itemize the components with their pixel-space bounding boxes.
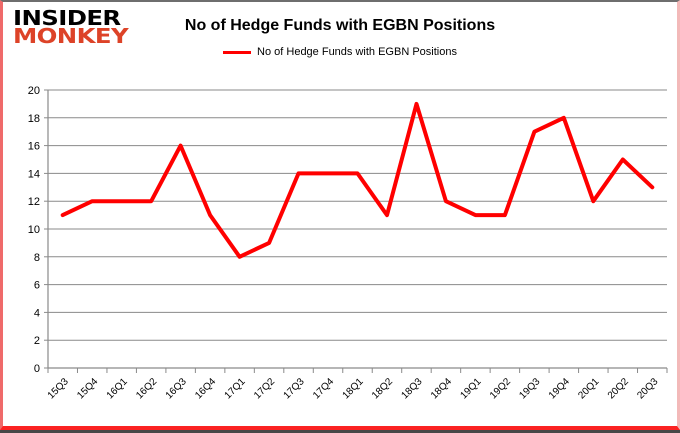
y-axis-label: 4: [34, 307, 40, 319]
x-axis-label: 17Q2: [252, 376, 277, 401]
logo-monkey-text: MONKEY: [13, 24, 129, 49]
y-axis-label: 18: [28, 113, 40, 125]
y-axis-label: 16: [28, 141, 40, 153]
x-axis-label: 16Q3: [164, 376, 189, 401]
x-axis-label: 19Q4: [547, 376, 572, 401]
x-axis-label: 19Q1: [458, 376, 483, 401]
x-axis-label: 19Q3: [517, 376, 542, 401]
legend-label: No of Hedge Funds with EGBN Positions: [257, 46, 457, 58]
y-axis-label: 8: [34, 252, 40, 264]
y-axis-label: 6: [34, 280, 40, 292]
x-axis-label: 15Q4: [75, 376, 100, 401]
x-axis-label: 18Q4: [429, 376, 454, 401]
x-axis-label: 15Q3: [46, 376, 71, 401]
insider-monkey-logo: INSIDER MONKEY: [13, 8, 129, 47]
x-axis-label: 18Q3: [399, 376, 424, 401]
legend-line-swatch: [223, 50, 252, 54]
y-axis-label: 2: [34, 335, 40, 347]
x-axis-label: 20Q1: [576, 376, 601, 401]
y-axis-label: 20: [28, 85, 40, 97]
x-axis-label: 16Q2: [134, 376, 159, 401]
legend: No of Hedge Funds with EGBN Positions: [3, 46, 677, 58]
x-axis-label: 20Q3: [635, 376, 660, 401]
series-line: [60, 101, 655, 259]
logo-insider-text: INSIDER: [13, 6, 121, 30]
x-axis-label: 18Q2: [370, 376, 395, 401]
chart-title: No of Hedge Funds with EGBN Positions: [184, 17, 496, 34]
x-axis-label: 19Q2: [488, 376, 513, 401]
x-axis-label: 18Q1: [341, 376, 366, 401]
x-axis-label: 17Q4: [311, 376, 336, 401]
y-axis-label: 12: [28, 196, 40, 208]
y-axis-label: 10: [28, 224, 40, 236]
y-axis-label: 0: [34, 363, 40, 375]
x-axis-label: 16Q4: [193, 376, 218, 401]
x-axis-label: 16Q1: [105, 376, 130, 401]
x-axis-label: 17Q1: [223, 376, 248, 401]
x-axis-label: 20Q2: [606, 376, 631, 401]
x-axis-label: 17Q3: [282, 376, 307, 401]
y-axis-label: 14: [28, 168, 40, 180]
line-chart: 0 2 4 6 8 10 12 14 16 18 20 15Q3 15Q4 16Q1 16Q2 16Q3 16Q…: [28, 85, 668, 401]
